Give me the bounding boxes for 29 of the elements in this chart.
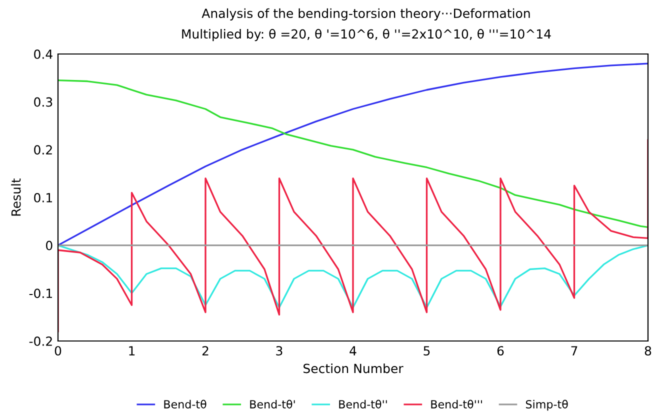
x-tick-label: 4 [350, 346, 356, 356]
legend-label: Bend-tθ [164, 400, 206, 408]
x-tick-label: 0 [54, 346, 62, 356]
legend-label: Bend-tθ''' [431, 400, 482, 408]
y-tick-label: 0.3 [34, 97, 52, 107]
y-tick-label: 0 [46, 240, 52, 250]
x-tick-label: 1 [129, 346, 135, 356]
line-series [58, 62, 648, 246]
legend-label: Bend-tθ' [250, 400, 295, 408]
x-tick-label: 3 [276, 346, 282, 356]
legend-label: Bend-tθ'' [339, 400, 387, 408]
y-tick-label: 0.4 [34, 49, 52, 59]
line-series [58, 79, 648, 228]
y-tick-label: 0.1 [34, 192, 52, 202]
chart-title: Analysis of the bending-torsion theory···Deformation [202, 8, 530, 20]
x-axis-title: Section Number [304, 364, 404, 374]
line-series [58, 139, 648, 332]
x-tick-label: 7 [571, 346, 578, 356]
x-tick-label: 5 [424, 346, 430, 356]
y-tick-label: 0.2 [34, 145, 52, 155]
line-series [58, 244, 648, 308]
chart-subtitle: Multiplied by: θ =20, θ '=10^6, θ ''=2x10^10, θ '''=10^14 [182, 28, 551, 42]
x-tick-label: 8 [644, 346, 652, 356]
x-tick-label: 2 [202, 346, 208, 356]
legend-label: Simp-tθ [526, 400, 568, 411]
y-axis-title: Result [11, 178, 21, 216]
x-tick-label: 6 [497, 346, 504, 356]
y-tick-label: -0.1 [29, 288, 52, 298]
y-tick-label: -0.2 [29, 336, 52, 346]
